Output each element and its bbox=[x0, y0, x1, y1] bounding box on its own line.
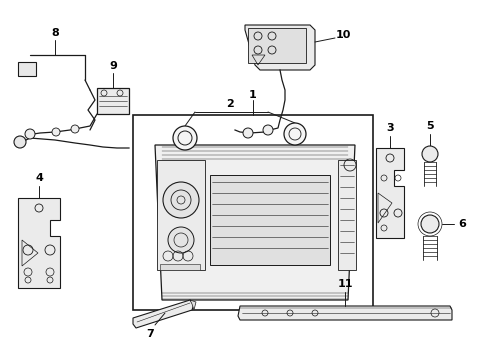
Circle shape bbox=[71, 125, 79, 133]
Text: 5: 5 bbox=[426, 121, 433, 131]
Text: 1: 1 bbox=[248, 90, 256, 100]
Bar bbox=[97, 88, 129, 114]
Circle shape bbox=[168, 227, 194, 253]
Polygon shape bbox=[190, 300, 196, 310]
Polygon shape bbox=[18, 198, 60, 288]
Bar bbox=[209, 175, 329, 265]
Bar bbox=[337, 160, 355, 270]
Polygon shape bbox=[375, 148, 403, 238]
Text: 7: 7 bbox=[146, 329, 154, 339]
Text: 11: 11 bbox=[337, 279, 352, 289]
Circle shape bbox=[420, 215, 438, 233]
Bar bbox=[160, 264, 200, 270]
Bar bbox=[133, 115, 372, 310]
Text: 10: 10 bbox=[335, 30, 350, 40]
Circle shape bbox=[284, 123, 305, 145]
Text: 3: 3 bbox=[386, 123, 393, 133]
Text: 2: 2 bbox=[225, 99, 233, 109]
Circle shape bbox=[163, 182, 199, 218]
Text: 6: 6 bbox=[457, 219, 465, 229]
Polygon shape bbox=[244, 25, 314, 70]
Circle shape bbox=[52, 128, 60, 136]
Text: 9: 9 bbox=[109, 61, 117, 71]
Circle shape bbox=[173, 126, 197, 150]
Bar bbox=[157, 160, 204, 270]
Text: 4: 4 bbox=[35, 173, 43, 183]
Text: 8: 8 bbox=[51, 28, 59, 38]
Circle shape bbox=[243, 128, 252, 138]
Circle shape bbox=[25, 129, 35, 139]
Circle shape bbox=[263, 125, 272, 135]
Polygon shape bbox=[133, 300, 194, 328]
Bar bbox=[247, 28, 305, 63]
Circle shape bbox=[14, 136, 26, 148]
Polygon shape bbox=[155, 145, 354, 300]
Polygon shape bbox=[238, 306, 451, 320]
Bar bbox=[18, 62, 36, 76]
Circle shape bbox=[421, 146, 437, 162]
